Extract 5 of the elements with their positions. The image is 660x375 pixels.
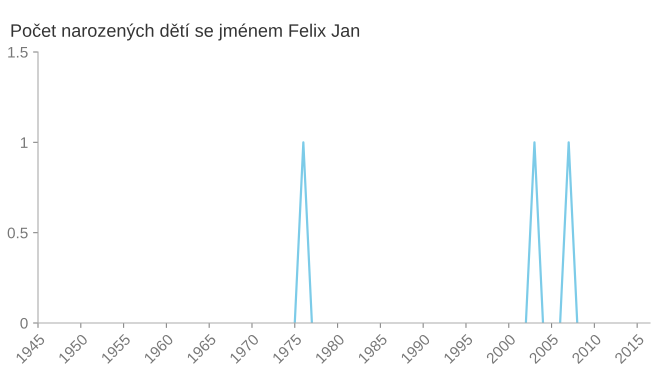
y-tick-label: 0.5 xyxy=(8,228,28,238)
y-tick-label: 0 xyxy=(20,318,28,329)
y-tick-label: 1 xyxy=(20,137,28,148)
y-tick-label: 1.5 xyxy=(8,47,28,58)
chart-title: Počet narozených dětí se jménem Felix Jan xyxy=(11,23,360,41)
